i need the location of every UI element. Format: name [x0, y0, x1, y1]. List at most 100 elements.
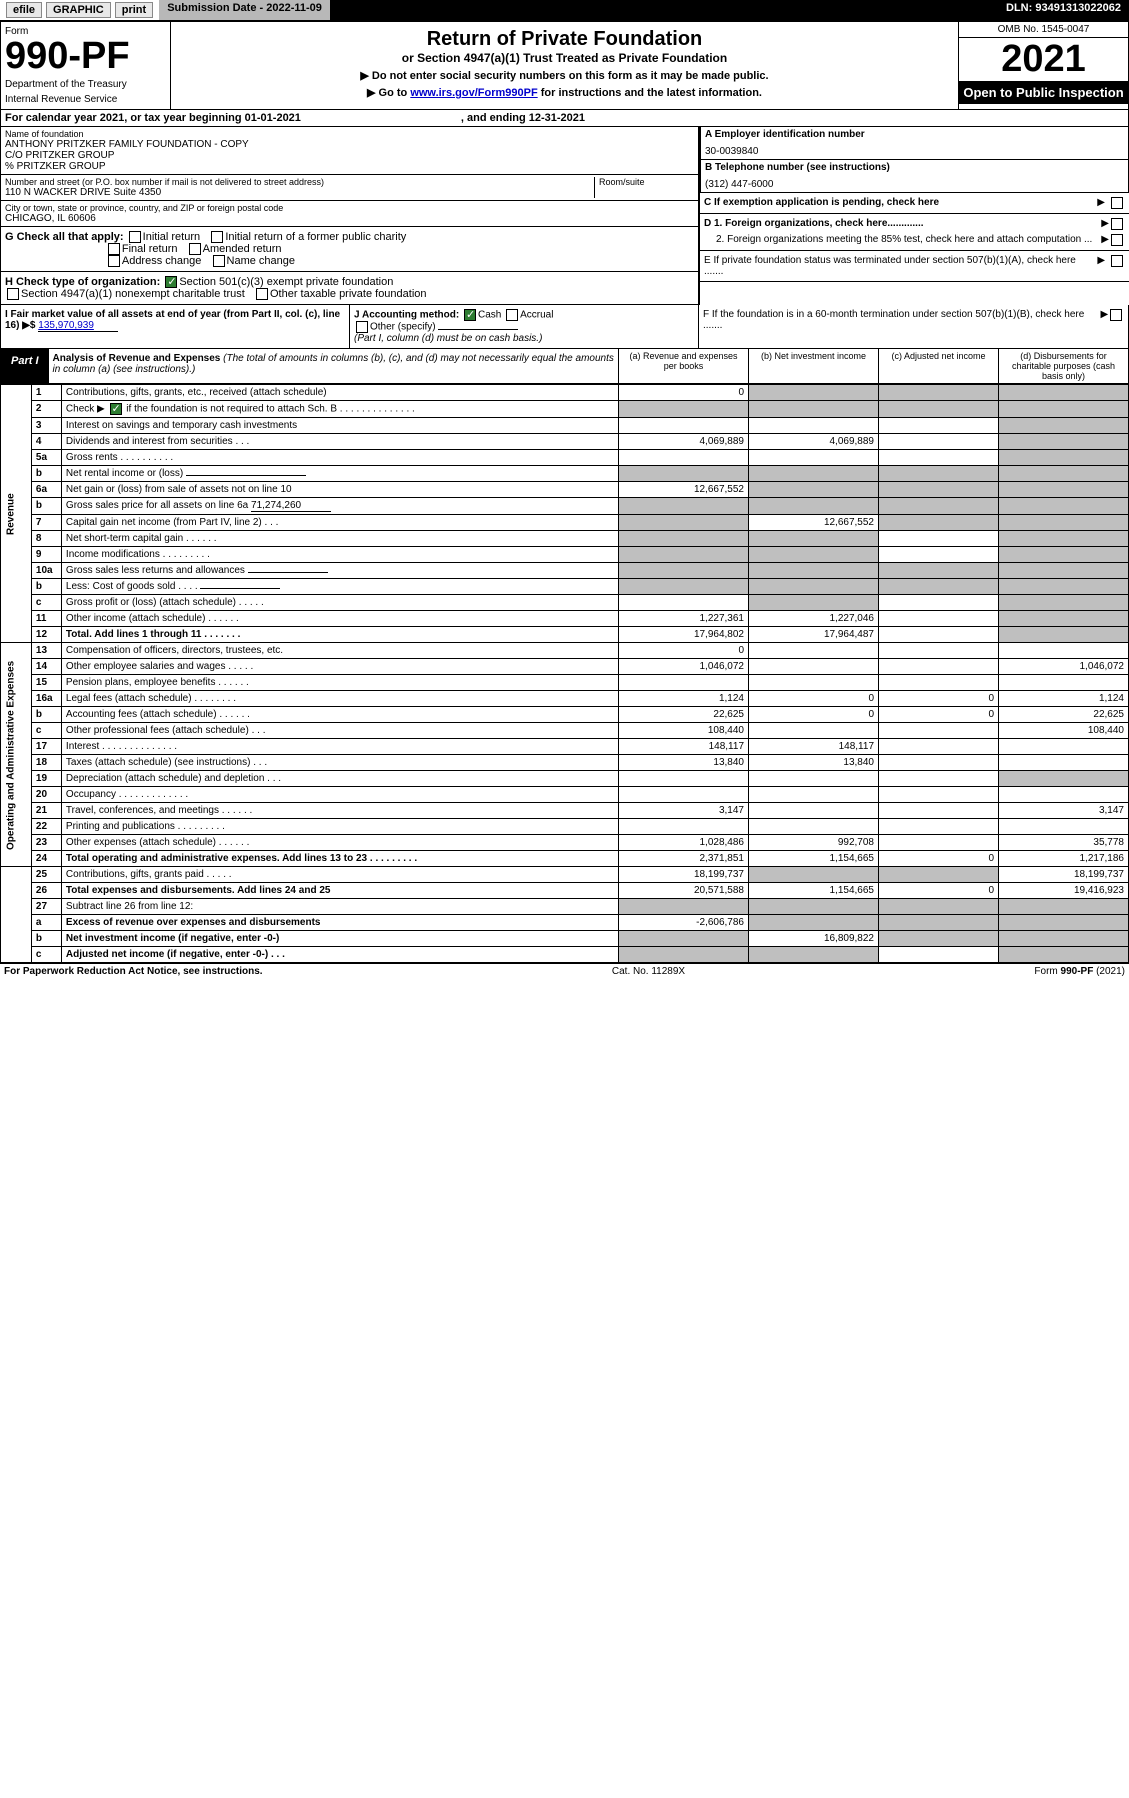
501c3-checkbox[interactable] [165, 276, 177, 288]
initial-return-checkbox[interactable] [129, 231, 141, 243]
row-desc: Total operating and administrative expen… [61, 851, 618, 867]
footer-right: Form 990-PF (2021) [1034, 966, 1125, 977]
row-amt-d [999, 595, 1129, 611]
accrual-checkbox[interactable] [506, 309, 518, 321]
row-amt-b [749, 899, 879, 915]
row-amt-d [999, 771, 1129, 787]
row-desc: Other professional fees (attach schedule… [61, 723, 618, 739]
row-amt-d: 19,416,923 [999, 883, 1129, 899]
row-amt-c [879, 418, 999, 434]
row-num: 23 [31, 835, 61, 851]
addr-cell: Number and street (or P.O. box number if… [5, 177, 594, 198]
print-button[interactable]: print [115, 2, 153, 18]
addr-row: Number and street (or P.O. box number if… [0, 175, 699, 201]
note2-pre: ▶ Go to [367, 87, 410, 99]
f-checkbox[interactable] [1110, 309, 1122, 321]
row-amt-c: 0 [879, 883, 999, 899]
table-row: 7 Capital gain net income (from Part IV,… [1, 515, 1129, 531]
row-amt-a [619, 947, 749, 963]
row-desc: Gross profit or (loss) (attach schedule)… [61, 595, 618, 611]
d2-checkbox[interactable] [1111, 234, 1123, 246]
table-row: 4 Dividends and interest from securities… [1, 434, 1129, 450]
schb-checkbox[interactable] [110, 403, 122, 415]
name-change-checkbox[interactable] [213, 255, 225, 267]
row-amt-a: 108,440 [619, 723, 749, 739]
row-amt-c [879, 915, 999, 931]
row-amt-c [879, 755, 999, 771]
efile-button[interactable]: efile [6, 2, 42, 18]
other-method-checkbox[interactable] [356, 321, 368, 333]
row-desc: Check ▶ if the foundation is not require… [61, 401, 618, 418]
row-desc: Capital gain net income (from Part IV, l… [61, 515, 618, 531]
row-amt-b [749, 867, 879, 883]
e-checkbox[interactable] [1111, 255, 1123, 267]
row-num: b [31, 498, 61, 515]
row-amt-b [749, 531, 879, 547]
i-value[interactable]: 135,970,939 [38, 320, 118, 332]
row-num: 25 [31, 867, 61, 883]
amended-return-checkbox[interactable] [189, 243, 201, 255]
row-desc: Subtract line 26 from line 12: [61, 899, 618, 915]
row-amt-d [999, 482, 1129, 498]
row-desc: Total expenses and disbursements. Add li… [61, 883, 618, 899]
row-desc: Accounting fees (attach schedule) . . . … [61, 707, 618, 723]
initial-former-checkbox[interactable] [211, 231, 223, 243]
row-num: c [31, 723, 61, 739]
table-row: a Excess of revenue over expenses and di… [1, 915, 1129, 931]
row-amt-c [879, 819, 999, 835]
irs-label: Internal Revenue Service [5, 94, 166, 105]
row-amt-d [999, 643, 1129, 659]
street-address: 110 N WACKER DRIVE Suite 4350 [5, 187, 594, 198]
c-checkbox[interactable] [1111, 197, 1123, 209]
row-amt-b: 4,069,889 [749, 434, 879, 450]
g-section: G Check all that apply: Initial return I… [0, 227, 699, 272]
row-num: 10a [31, 563, 61, 579]
row-desc: Total. Add lines 1 through 11 . . . . . … [61, 627, 618, 643]
table-row: 20 Occupancy . . . . . . . . . . . . . [1, 787, 1129, 803]
row-amt-b: 1,154,665 [749, 883, 879, 899]
j-note: (Part I, column (d) must be on cash basi… [354, 333, 542, 344]
d1-checkbox[interactable] [1111, 218, 1123, 230]
row-amt-c [879, 611, 999, 627]
calyear-end: , and ending 12-31-2021 [461, 112, 585, 124]
cash-checkbox[interactable] [464, 309, 476, 321]
row-amt-c [879, 498, 999, 515]
dept-treasury: Department of the Treasury [5, 79, 166, 90]
foundation-name: ANTHONY PRITZKER FAMILY FOUNDATION - COP… [5, 139, 694, 150]
final-return-checkbox[interactable] [108, 243, 120, 255]
row-amt-a: 22,625 [619, 707, 749, 723]
graphic-button[interactable]: GRAPHIC [46, 2, 111, 18]
revenue-vlabel: Revenue [1, 385, 32, 643]
row-amt-b: 16,809,822 [749, 931, 879, 947]
row-amt-c [879, 482, 999, 498]
e-arrow: ▶ [1097, 255, 1105, 266]
row-desc: Excess of revenue over expenses and disb… [61, 915, 618, 931]
row-num: 21 [31, 803, 61, 819]
row-num: 5a [31, 450, 61, 466]
form-number: 990-PF [5, 37, 166, 75]
row-amt-b: 17,964,487 [749, 627, 879, 643]
4947a1-checkbox[interactable] [7, 288, 19, 300]
topbar: efile GRAPHIC print Submission Date - 20… [0, 0, 1129, 21]
row-amt-a [619, 675, 749, 691]
other-taxable-checkbox[interactable] [256, 288, 268, 300]
table-row: 12 Total. Add lines 1 through 11 . . . .… [1, 627, 1129, 643]
row-amt-c [879, 385, 999, 401]
table-row: 17 Interest . . . . . . . . . . . . . . … [1, 739, 1129, 755]
row-amt-a [619, 787, 749, 803]
address-change-checkbox[interactable] [108, 255, 120, 267]
row-amt-d: 3,147 [999, 803, 1129, 819]
row-amt-c [879, 675, 999, 691]
part1-title: Analysis of Revenue and Expenses [53, 353, 221, 364]
row-amt-c [879, 515, 999, 531]
calendar-year: For calendar year 2021, or tax year begi… [0, 110, 1129, 127]
row-desc: Gross sales price for all assets on line… [61, 498, 618, 515]
table-row: b Accounting fees (attach schedule) . . … [1, 707, 1129, 723]
6b-value: 71,274,260 [251, 500, 331, 512]
table-row: Operating and Administrative Expenses 13… [1, 643, 1129, 659]
irs-link[interactable]: www.irs.gov/Form990PF [410, 87, 537, 99]
city-label: City or town, state or province, country… [5, 203, 694, 213]
row-amt-c [879, 450, 999, 466]
row-desc: Net rental income or (loss) [61, 466, 618, 482]
row-num: 1 [31, 385, 61, 401]
